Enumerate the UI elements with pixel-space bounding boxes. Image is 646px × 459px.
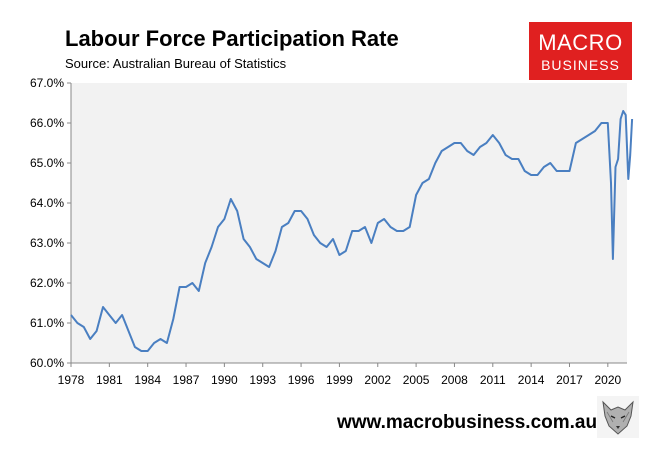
x-tick-label: 2020	[594, 373, 621, 387]
y-tick-label: 63.0%	[30, 236, 64, 250]
x-tick-label: 1984	[134, 373, 161, 387]
y-tick-label: 61.0%	[30, 316, 64, 330]
y-tick-label: 62.0%	[30, 276, 64, 290]
x-tick-label: 2014	[518, 373, 545, 387]
x-tick-label: 1999	[326, 373, 353, 387]
logo-line-1: MACRO	[538, 30, 623, 55]
x-tick-label: 2011	[480, 373, 506, 387]
chart-title: Labour Force Participation Rate	[65, 26, 399, 51]
x-tick-label: 2005	[403, 373, 430, 387]
participation-rate-line	[70, 110, 634, 352]
y-tick-label: 66.0%	[30, 116, 64, 130]
website-url[interactable]: www.macrobusiness.com.au	[337, 412, 598, 433]
x-tick-label: 1990	[211, 373, 238, 387]
x-tick-label: 1996	[288, 373, 315, 387]
x-tick-label: 2017	[556, 373, 583, 387]
x-tick-label: 1993	[249, 373, 276, 387]
chart-subtitle: Source: Australian Bureau of Statistics	[65, 56, 287, 71]
x-tick-label: 1987	[173, 373, 200, 387]
x-tick-label: 2002	[364, 373, 391, 387]
y-tick-label: 64.0%	[30, 196, 64, 210]
plot-area	[71, 83, 627, 363]
x-tick-label: 2008	[441, 373, 468, 387]
y-tick-label: 65.0%	[30, 156, 64, 170]
wolf-logo-icon	[597, 396, 639, 438]
x-tick-label: 1978	[58, 373, 85, 387]
macrobusiness-logo[interactable]: MACRO BUSINESS	[529, 22, 632, 80]
x-axis-ticks: 1978 1981 1984 1987 1990 1993 1996 1999 2002 2005…	[58, 363, 621, 387]
y-tick-label: 60.0%	[30, 356, 64, 370]
x-tick-label: 1981	[96, 373, 123, 387]
y-axis-ticks: 60.0% 61.0% 62.0% 63.0% 64.0% 65.0% 66.0% 67.0%	[30, 76, 71, 370]
logo-line-2: BUSINESS	[541, 57, 620, 73]
y-tick-label: 67.0%	[30, 76, 64, 90]
